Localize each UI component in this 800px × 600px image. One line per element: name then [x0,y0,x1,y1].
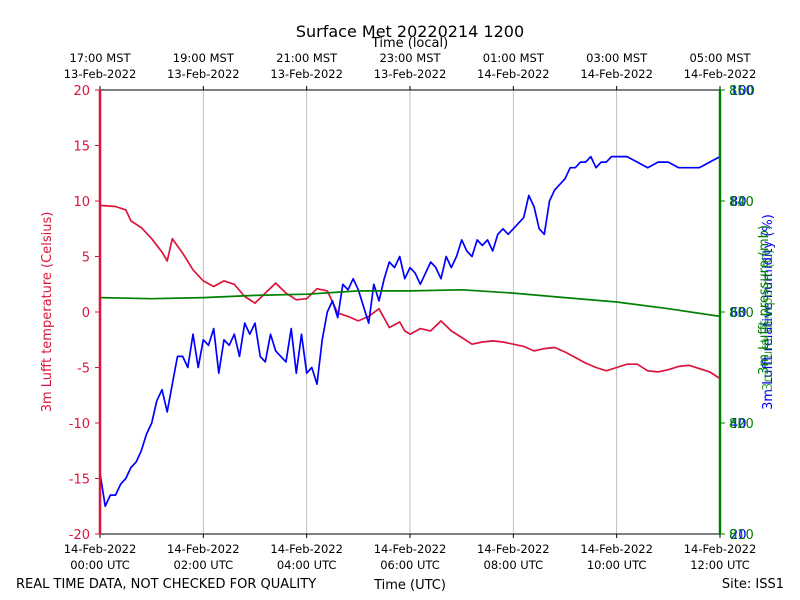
left-tick-label: 10 [73,195,90,210]
left-tick-label: 15 [73,140,90,155]
top-tick-date: 13-Feb-2022 [270,67,343,81]
site-label: Site: ISS1 [722,577,784,592]
series-line-relative-humidity [99,155,721,508]
bottom-tick-time: 12:00 UTC [690,558,750,572]
series-line-temperature [99,204,721,380]
right-tick-label-right_other: 120 [729,195,754,210]
series-layer [99,155,721,508]
bottom-tick-date: 14-Feb-2022 [167,542,240,556]
bottom-x-ticks: 14-Feb-2022 00:00 UTC 14-Feb-2022 02:00 UTC… [64,534,757,572]
right-tick-label-right_p: 840 [729,195,754,210]
bottom-tick-date: 14-Feb-2022 [374,542,447,556]
right-tick-label-right_other: 40 [729,417,746,432]
right-tick-label-right_p: 850 [729,84,754,99]
bottom-tick-date: 14-Feb-2022 [477,542,550,556]
bottom-tick-time: 04:00 UTC [277,558,337,572]
left-y-ticks: -20 -15 -10 -5 0 5 10 15 20 [69,84,100,543]
left-tick-label: -5 [77,362,90,377]
bottom-tick-time: 02:00 UTC [174,558,234,572]
top-tick-time: 19:00 MST [173,51,235,65]
right-tick-label-right_rh: 100 [730,84,755,99]
right-axis-label-rh: 3m Lufft relative humidity (%) [761,214,776,410]
top-tick-time: 17:00 MST [69,51,131,65]
quality-disclaimer: REAL TIME DATA, NOT CHECKED FOR QUALITY [16,577,316,592]
left-tick-label: -15 [69,473,90,488]
bottom-tick-time: 00:00 UTC [70,558,130,572]
chart-title: Surface Met 20220214 1200 [296,22,524,41]
top-tick-time: 03:00 MST [586,51,648,65]
right-tick-label-right_p: 830 [729,306,754,321]
right-tick-label-right_other: 80 [729,306,746,321]
bottom-tick-time: 10:00 UTC [587,558,647,572]
right-axis-label-pressure: 3m Lufft pressure (mb) [757,225,772,375]
left-tick-label: 5 [82,251,90,266]
right-tick-label-right_rh: 80 [730,195,747,210]
right-tick-label-right_other: 0 [729,528,737,543]
bottom-tick-date: 14-Feb-2022 [64,542,137,556]
top-tick-date: 14-Feb-2022 [580,67,653,81]
bottom-tick-date: 14-Feb-2022 [270,542,343,556]
bottom-tick-time: 06:00 UTC [380,558,440,572]
top-tick-date: 13-Feb-2022 [374,67,447,81]
right-tick-label-right_rh: 60 [730,306,747,321]
top-axis-label: Time (local) [371,36,448,51]
left-tick-label: -20 [69,528,90,543]
right-tick-label-right_rh: 40 [730,417,747,432]
bottom-tick-date: 14-Feb-2022 [684,542,757,556]
left-tick-label: 0 [82,306,90,321]
right-tick-label-right_rh: 20 [730,528,747,543]
top-tick-date: 13-Feb-2022 [64,67,137,81]
top-x-ticks: 17:00 MST 13-Feb-2022 19:00 MST 13-Feb-2022… [64,51,757,90]
left-tick-label: -10 [69,417,90,432]
right-tick-label-right_other: 160 [729,84,754,99]
top-tick-date: 13-Feb-2022 [167,67,240,81]
right-tick-label-right_p: 820 [729,417,754,432]
right-axis-label-dewpoint: 3m Lufft dewpoint (C) [761,249,776,391]
grid-lines [202,90,618,534]
bottom-tick-date: 14-Feb-2022 [580,542,653,556]
top-tick-date: 14-Feb-2022 [684,67,757,81]
left-axis-label: 3m Lufft temperature (Celsius) [40,212,55,413]
bottom-axis-label: Time (UTC) [373,578,446,593]
bottom-tick-time: 08:00 UTC [484,558,544,572]
left-tick-label: 20 [73,84,90,99]
top-tick-time: 05:00 MST [689,51,751,65]
series-line-pressure [99,288,721,318]
top-tick-time: 01:00 MST [483,51,545,65]
top-tick-time: 23:00 MST [379,51,441,65]
right-tick-label-right_p: 810 [729,528,754,543]
top-tick-time: 21:00 MST [276,51,338,65]
top-tick-date: 14-Feb-2022 [477,67,550,81]
